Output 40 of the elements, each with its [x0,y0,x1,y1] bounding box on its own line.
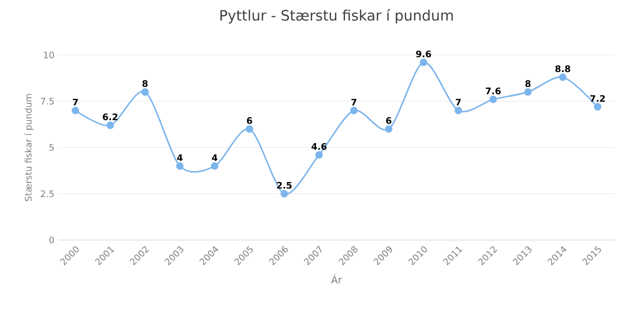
data-label: 7.6 [486,88,501,94]
data-label: 4.6 [312,143,327,150]
data-label: 7 [72,98,78,106]
point [141,88,149,96]
data-label: 6 [246,117,252,124]
y-tick-label: 5 [49,144,54,151]
point [246,125,254,133]
y-tick-label: 10 [44,52,54,58]
y-axis-title: Stærstu fiskar í pundum [24,94,34,202]
data-label: 7 [456,98,461,106]
point [524,88,532,96]
point [384,125,392,133]
point [176,162,184,170]
point [210,162,218,170]
y-tick-label: 7.5 [40,98,54,105]
data-label: 9.6 [416,50,432,58]
data-label: 8 [525,80,531,87]
point [72,106,80,114]
x-axis-title: Ár [331,274,342,284]
data-label: 6 [386,117,392,124]
data-label: 8 [142,80,148,87]
point [280,190,288,198]
y-tick-label: 2.5 [40,190,54,198]
data-label: 8.8 [555,65,570,72]
point [315,151,323,159]
y-tick-label: 0 [49,236,54,244]
data-label: 6.2 [102,113,118,120]
data-label: 2.5 [277,182,292,189]
point [454,106,462,114]
data-label: 4 [212,154,218,161]
point [350,106,358,114]
data-label: 4 [177,154,183,161]
data-label: 7 [351,98,356,106]
point [559,73,567,81]
point [420,58,428,66]
point [106,122,114,130]
point [594,103,602,111]
data-label: 7.2 [590,95,605,102]
chart-title: Pyttlur - Stærstu fiskar í pundum [220,9,453,24]
point [489,96,497,104]
